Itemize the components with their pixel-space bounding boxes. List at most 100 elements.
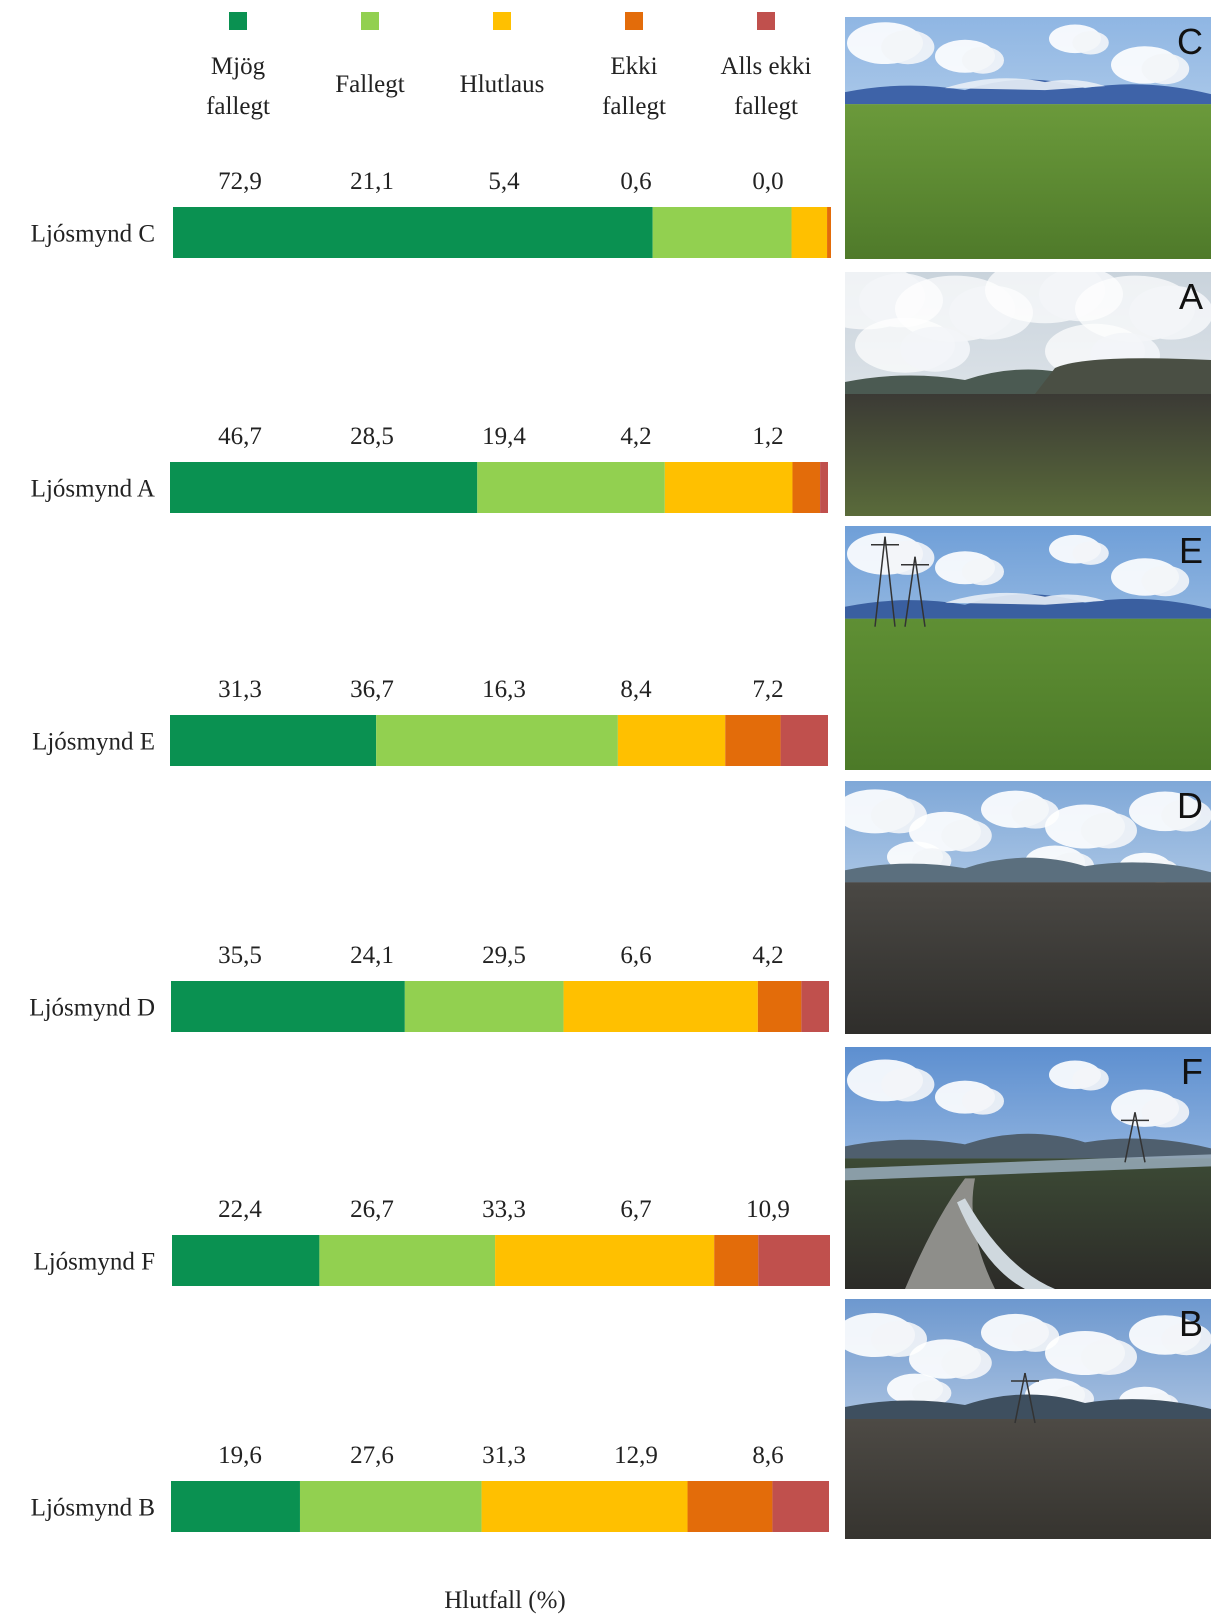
data-label: 46,7 [218,423,262,450]
data-label: 16,3 [482,676,526,703]
photo-letter: A [1178,276,1203,317]
data-label: 36,7 [350,676,394,703]
data-label: 31,3 [482,1442,526,1469]
photo-image [845,1299,1211,1539]
legend-swatch [493,12,511,30]
bar-segment [481,1481,688,1532]
category-label: Ljósmynd A [31,476,155,503]
data-label: 1,2 [752,423,783,450]
bar-segment [687,1481,773,1532]
photo-image [845,526,1211,770]
bar-segment [477,462,665,513]
bar-segment [791,207,828,258]
photo-a: A [845,272,1211,516]
bar-segment [652,207,792,258]
bar-segment [820,462,828,513]
bar-segment [171,981,405,1032]
bar-segment [780,715,828,766]
data-label: 0,0 [752,168,783,195]
legend-entry-4: Ekki fallegt [602,12,666,120]
data-label: 72,9 [218,168,262,195]
category-label: Ljósmynd E [32,729,155,756]
bar-segment [801,981,829,1032]
bar-segment [172,1235,320,1286]
data-label: 6,6 [620,942,651,969]
data-label: 35,5 [218,942,262,969]
photo-letter: B [1178,1303,1203,1344]
legend-label: Fallegt [335,71,404,98]
photo-letter: C [1177,21,1203,62]
row-4: 35,5 24,1 29,5 6,6 4,2 Ljósmynd D [29,942,829,1032]
bar-segment [563,981,758,1032]
legend-entry-2: Fallegt [335,12,405,98]
bar-segment [299,1481,482,1532]
bar-segment [617,715,726,766]
bar-segment [495,1235,715,1286]
bar-segment [725,715,781,766]
category-label: Ljósmynd B [31,1495,155,1522]
row-6: 19,6 27,6 31,3 12,9 8,6 Ljósmynd B [31,1442,829,1532]
row-3: 31,3 36,7 16,3 8,4 7,2 Ljósmynd E [32,676,828,766]
bar-segment [173,207,653,258]
legend-entry-1: Mjög fallegt [206,12,270,120]
legend-swatch [625,12,643,30]
legend-label: fallegt [734,93,798,120]
bar-segment [792,462,821,513]
bar-segment [827,207,831,258]
photo-letter: F [1181,1051,1203,1092]
legend-entry-3: Hlutlaus [460,12,545,98]
x-axis-label: Hlutfall (%) [444,1587,565,1614]
photo-image [845,272,1211,516]
data-label: 5,4 [488,168,520,195]
photo-f: F [845,1047,1211,1289]
data-label: 26,7 [350,1196,394,1223]
bar-segment [758,1235,830,1286]
photo-b: B [845,1299,1211,1539]
bar-segment [404,981,564,1032]
photo-e: E [845,526,1211,770]
data-label: 19,4 [482,423,526,450]
data-label: 6,7 [620,1196,651,1223]
row-2: 46,7 28,5 19,4 4,2 1,2 Ljósmynd A [31,423,828,513]
legend-label: fallegt [206,93,270,120]
data-label: 4,2 [752,942,783,969]
photo-image [845,781,1211,1034]
data-label: 7,2 [752,676,783,703]
bar-segment [714,1235,759,1286]
data-label: 33,3 [482,1196,526,1223]
photo-image [845,1047,1211,1289]
photo-d: D [845,781,1211,1034]
data-label: 28,5 [350,423,394,450]
bar-segment [376,715,618,766]
photo-letter: D [1177,785,1203,826]
data-label: 12,9 [614,1442,658,1469]
data-label: 10,9 [746,1196,790,1223]
legend-label: Alls ekki [721,53,812,80]
data-label: 29,5 [482,942,526,969]
data-label: 8,6 [752,1442,783,1469]
category-label: Ljósmynd F [33,1249,155,1276]
data-label: 8,4 [620,676,652,703]
photo-letter: E [1178,530,1203,571]
data-label: 19,6 [218,1442,262,1469]
data-label: 0,6 [620,168,651,195]
data-label: 22,4 [218,1196,262,1223]
data-label: 27,6 [350,1442,394,1469]
data-label: 4,2 [620,423,651,450]
legend-label: Hlutlaus [460,71,545,98]
category-label: Ljósmynd D [29,995,155,1022]
bar-segment [171,1481,300,1532]
row-1: 72,9 21,1 5,4 0,6 0,0 Ljósmynd C [31,168,831,258]
row-5: 22,4 26,7 33,3 6,7 10,9 Ljósmynd F [33,1196,830,1286]
bar-segment [170,462,478,513]
legend-label: fallegt [602,93,666,120]
legend-swatch [361,12,379,30]
bar-segment [319,1235,496,1286]
legend-label: Mjög [211,53,266,80]
legend-swatch [757,12,775,30]
legend-entry-5: Alls ekki fallegt [721,12,812,120]
data-label: 21,1 [350,168,394,195]
